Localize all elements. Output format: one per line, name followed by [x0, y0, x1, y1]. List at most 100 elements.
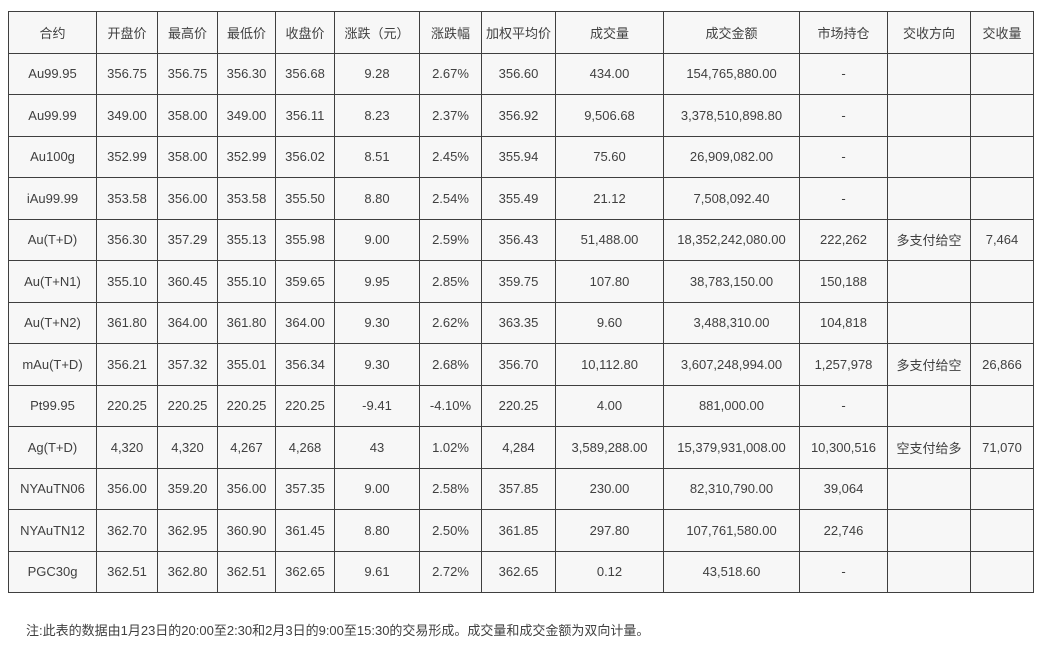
- table-cell: 26,909,082.00: [663, 135, 800, 178]
- contract-cell: Au99.99: [8, 94, 97, 137]
- table-cell: 3,488,310.00: [663, 301, 800, 344]
- table-row: Ag(T+D) 4,320 4,320 4,267 4,268 43 1.02% 4,284 3…: [8, 426, 1034, 469]
- table-cell: [970, 384, 1034, 427]
- table-cell: 2.85%: [419, 260, 482, 303]
- column-header-11: 交收方向: [887, 11, 971, 54]
- table-cell: [970, 550, 1034, 593]
- table-cell: 362.70: [96, 509, 158, 552]
- table-cell: 356.21: [96, 343, 158, 386]
- column-header-9: 成交金额: [663, 11, 800, 54]
- table-cell: 75.60: [555, 135, 664, 178]
- contract-cell: Au(T+N2): [8, 301, 97, 344]
- table-cell: [970, 301, 1034, 344]
- table-cell: -4.10%: [419, 384, 482, 427]
- table-cell: [970, 52, 1034, 95]
- table-row: Au(T+N1) 355.10 360.45 355.10 359.65 9.95 2.85…: [8, 260, 1034, 303]
- table-cell: 2.50%: [419, 509, 482, 552]
- table-cell: 3,589,288.00: [555, 426, 664, 469]
- table-cell: [887, 550, 971, 593]
- table-cell: 362.65: [275, 550, 335, 593]
- table-cell: -: [799, 135, 888, 178]
- table-cell: 357.32: [157, 343, 218, 386]
- table-cell: 2.67%: [419, 52, 482, 95]
- table-cell: 154,765,880.00: [663, 52, 800, 95]
- table-cell: 8.23: [334, 94, 420, 137]
- table-cell: 9.61: [334, 550, 420, 593]
- table-cell: 230.00: [555, 467, 664, 510]
- table-cell: 9.30: [334, 343, 420, 386]
- table-cell: 220.25: [275, 384, 335, 427]
- table-cell: 355.01: [217, 343, 276, 386]
- table-cell: 43: [334, 426, 420, 469]
- table-cell: 356.30: [96, 218, 158, 261]
- table-cell: [970, 467, 1034, 510]
- table-cell: 356.75: [157, 52, 218, 95]
- table-cell: 9.60: [555, 301, 664, 344]
- table-cell: 356.70: [481, 343, 556, 386]
- table-cell: 9.30: [334, 301, 420, 344]
- contract-cell: NYAuTN12: [8, 509, 97, 552]
- table-cell: 51,488.00: [555, 218, 664, 261]
- table-cell: 362.51: [96, 550, 158, 593]
- table-cell: 107,761,580.00: [663, 509, 800, 552]
- table-cell: 355.10: [96, 260, 158, 303]
- table-cell: 361.85: [481, 509, 556, 552]
- table-cell: 2.54%: [419, 177, 482, 220]
- table-cell: 4,284: [481, 426, 556, 469]
- column-header-4: 收盘价: [275, 11, 335, 54]
- table-cell: 10,112.80: [555, 343, 664, 386]
- contract-cell: mAu(T+D): [8, 343, 97, 386]
- table-cell: 356.30: [217, 52, 276, 95]
- table-row: PGC30g 362.51 362.80 362.51 362.65 9.61 2.72% 3…: [8, 550, 1034, 593]
- table-cell: 356.68: [275, 52, 335, 95]
- table-cell: 353.58: [217, 177, 276, 220]
- table-cell: 3,378,510,898.80: [663, 94, 800, 137]
- table-cell: [887, 135, 971, 178]
- table-cell: 356.11: [275, 94, 335, 137]
- table-cell: 8.80: [334, 509, 420, 552]
- table-cell: 297.80: [555, 509, 664, 552]
- table-cell: 355.10: [217, 260, 276, 303]
- table-cell: [970, 94, 1034, 137]
- table-cell: 7,508,092.40: [663, 177, 800, 220]
- column-header-5: 涨跌（元）: [334, 11, 420, 54]
- table-cell: 43,518.60: [663, 550, 800, 593]
- table-cell: 220.25: [96, 384, 158, 427]
- table-row: mAu(T+D) 356.21 357.32 355.01 356.34 9.30 2.68…: [8, 343, 1034, 386]
- table-cell: 355.94: [481, 135, 556, 178]
- table-cell: 356.00: [217, 467, 276, 510]
- table-cell: 356.34: [275, 343, 335, 386]
- table-cell: 9.28: [334, 52, 420, 95]
- contract-cell: Pt99.95: [8, 384, 97, 427]
- table-cell: 358.00: [157, 94, 218, 137]
- table-cell: 空支付给多: [887, 426, 971, 469]
- market-data-table: 合约 开盘价 最高价 最低价 收盘价 涨跌（元） 涨跌幅 加权平均价 成交量 成交金额 市场持仓 交收…: [8, 11, 1034, 593]
- table-cell: 363.35: [481, 301, 556, 344]
- table-cell: 359.65: [275, 260, 335, 303]
- table-cell: 360.45: [157, 260, 218, 303]
- table-cell: 8.80: [334, 177, 420, 220]
- table-cell: 361.45: [275, 509, 335, 552]
- table-cell: -: [799, 52, 888, 95]
- table-cell: -: [799, 94, 888, 137]
- table-row: Au100g 352.99 358.00 352.99 356.02 8.51 2.45% 3…: [8, 135, 1034, 178]
- table-cell: 9.00: [334, 218, 420, 261]
- table-cell: 357.29: [157, 218, 218, 261]
- table-cell: 359.75: [481, 260, 556, 303]
- table-cell: 4,320: [157, 426, 218, 469]
- table-cell: 26,866: [970, 343, 1034, 386]
- column-header-0: 合约: [8, 11, 97, 54]
- table-row: NYAuTN12 362.70 362.95 360.90 361.45 8.80 2.50…: [8, 509, 1034, 552]
- table-cell: 355.49: [481, 177, 556, 220]
- table-cell: 355.98: [275, 218, 335, 261]
- table-footnote: 注:此表的数据由1月23日的20:00至2:30和2月3日的9:00至15:30…: [26, 623, 650, 638]
- table-cell: 39,064: [799, 467, 888, 510]
- header-row: 合约 开盘价 最高价 最低价 收盘价 涨跌（元） 涨跌幅 加权平均价 成交量 成交金额 市场持仓 交收…: [8, 11, 1034, 54]
- table-cell: 1.02%: [419, 426, 482, 469]
- table-row: Au(T+N2) 361.80 364.00 361.80 364.00 9.30 2.62…: [8, 301, 1034, 344]
- table-cell: 359.20: [157, 467, 218, 510]
- table-body: Au99.95 356.75 356.75 356.30 356.68 9.28 2.67%…: [8, 52, 1034, 593]
- table-cell: 4,268: [275, 426, 335, 469]
- table-cell: 349.00: [217, 94, 276, 137]
- table-cell: -: [799, 384, 888, 427]
